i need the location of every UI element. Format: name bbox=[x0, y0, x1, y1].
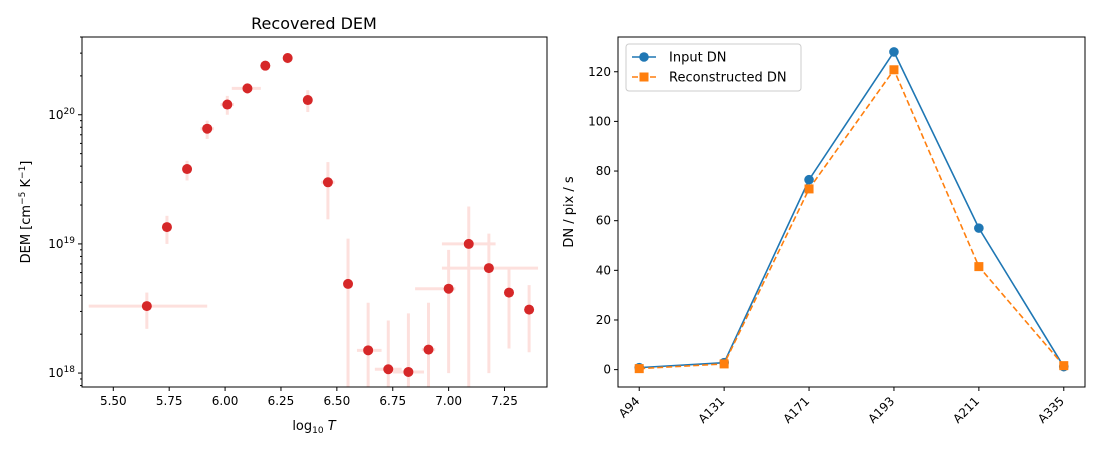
dem-chart: Recovered DEM 5.50 5.75 6.00 6.25 6.50 6.75 7.… bbox=[18, 14, 548, 436]
dem-point bbox=[423, 344, 434, 355]
dn-series-marker bbox=[889, 65, 899, 75]
dem-x-tick-label: 5.50 bbox=[100, 394, 127, 408]
dn-series-marker bbox=[634, 364, 644, 374]
dem-point bbox=[463, 238, 474, 249]
dem-point bbox=[282, 53, 293, 64]
dn-y-axis-label: DN / pix / s bbox=[562, 176, 577, 248]
dem-x-tick-label: 6.50 bbox=[323, 394, 350, 408]
dn-x-ticks: A94 A131 A171 A193 A211 A335 bbox=[616, 387, 1067, 426]
dem-x-tick-label: 7.25 bbox=[491, 394, 518, 408]
dn-y-tick-label: 40 bbox=[596, 263, 611, 277]
dn-series-marker bbox=[804, 174, 814, 185]
dem-point bbox=[242, 83, 253, 94]
dem-y-ticks: 1018 1019 1020 bbox=[48, 36, 82, 387]
dn-series bbox=[634, 47, 1069, 374]
dem-point bbox=[363, 345, 374, 356]
dem-y-tick-label: 1020 bbox=[48, 107, 75, 122]
dem-point bbox=[483, 263, 494, 274]
dem-y-tick-label: 1018 bbox=[48, 365, 75, 380]
dn-y-tick-label: 0 bbox=[603, 363, 611, 377]
dem-point bbox=[182, 164, 193, 175]
dn-legend: Input DN Reconstructed DN bbox=[625, 43, 802, 92]
dem-x-tick-label: 5.75 bbox=[156, 394, 183, 408]
dn-series-marker bbox=[804, 184, 814, 194]
dem-point bbox=[524, 304, 535, 315]
dn-legend-label: Reconstructed DN bbox=[669, 71, 787, 86]
dn-series-line bbox=[639, 50, 1065, 369]
dn-x-tick-label: A211 bbox=[950, 394, 982, 426]
dem-x-ticks: 5.50 5.75 6.00 6.25 6.50 6.75 7.00 7.25 bbox=[100, 387, 518, 408]
dn-y-tick-label: 120 bbox=[588, 65, 611, 79]
dn-series-marker bbox=[974, 223, 984, 233]
dem-point bbox=[202, 123, 213, 134]
dn-x-tick-label: A171 bbox=[780, 394, 812, 426]
dn-y-tick-label: 60 bbox=[596, 214, 611, 228]
dn-y-tick-label: 80 bbox=[596, 164, 611, 178]
dn-x-tick-label: A193 bbox=[865, 394, 897, 426]
dn-y-tick-label: 100 bbox=[588, 114, 611, 128]
dem-x-axis-label: log10 T bbox=[292, 419, 336, 436]
dn-legend-marker bbox=[639, 52, 649, 62]
dem-point bbox=[161, 222, 172, 233]
dem-x-tick-label: 6.00 bbox=[212, 394, 239, 408]
dem-point bbox=[222, 99, 233, 110]
dn-y-ticks: 0 20 40 60 80 100 120 bbox=[588, 65, 618, 377]
dem-x-tick-label: 7.00 bbox=[435, 394, 462, 408]
dem-point bbox=[343, 278, 354, 289]
dem-point bbox=[443, 283, 454, 294]
dem-y-tick-label: 1019 bbox=[48, 236, 75, 251]
dn-series-marker bbox=[974, 262, 984, 272]
dn-x-tick-label: A94 bbox=[616, 394, 643, 421]
dn-plot-frame bbox=[617, 36, 1086, 388]
dn-series-line bbox=[639, 68, 1065, 370]
dn-x-tick-label: A335 bbox=[1035, 394, 1067, 426]
dn-legend-marker bbox=[639, 72, 649, 82]
dem-point bbox=[503, 287, 514, 298]
dem-markers bbox=[141, 53, 535, 377]
dem-point bbox=[322, 177, 333, 188]
dn-series-marker bbox=[719, 359, 729, 369]
dn-legend-label: Input DN bbox=[669, 51, 727, 66]
dn-legend-box bbox=[625, 43, 802, 92]
dem-chart-title: Recovered DEM bbox=[251, 14, 377, 33]
dem-point bbox=[383, 364, 394, 375]
dn-x-tick-label: A131 bbox=[696, 394, 728, 426]
dn-chart: A94 A131 A171 A193 A211 A335 020406080100120 … bbox=[562, 36, 1086, 426]
dn-y-tick-label: 20 bbox=[596, 313, 611, 327]
dem-plot-frame bbox=[81, 36, 548, 388]
dn-series-marker bbox=[889, 47, 899, 57]
dem-x-tick-label: 6.25 bbox=[268, 394, 295, 408]
dem-point bbox=[302, 95, 313, 106]
dem-point bbox=[403, 366, 414, 377]
dem-point bbox=[141, 301, 152, 312]
dem-errorbars bbox=[88, 53, 539, 387]
dn-series-marker bbox=[1059, 361, 1069, 371]
dem-x-tick-label: 6.75 bbox=[379, 394, 406, 408]
dem-point bbox=[260, 60, 271, 71]
dem-y-axis-label: DEM [cm−5 K−1] bbox=[18, 161, 34, 264]
